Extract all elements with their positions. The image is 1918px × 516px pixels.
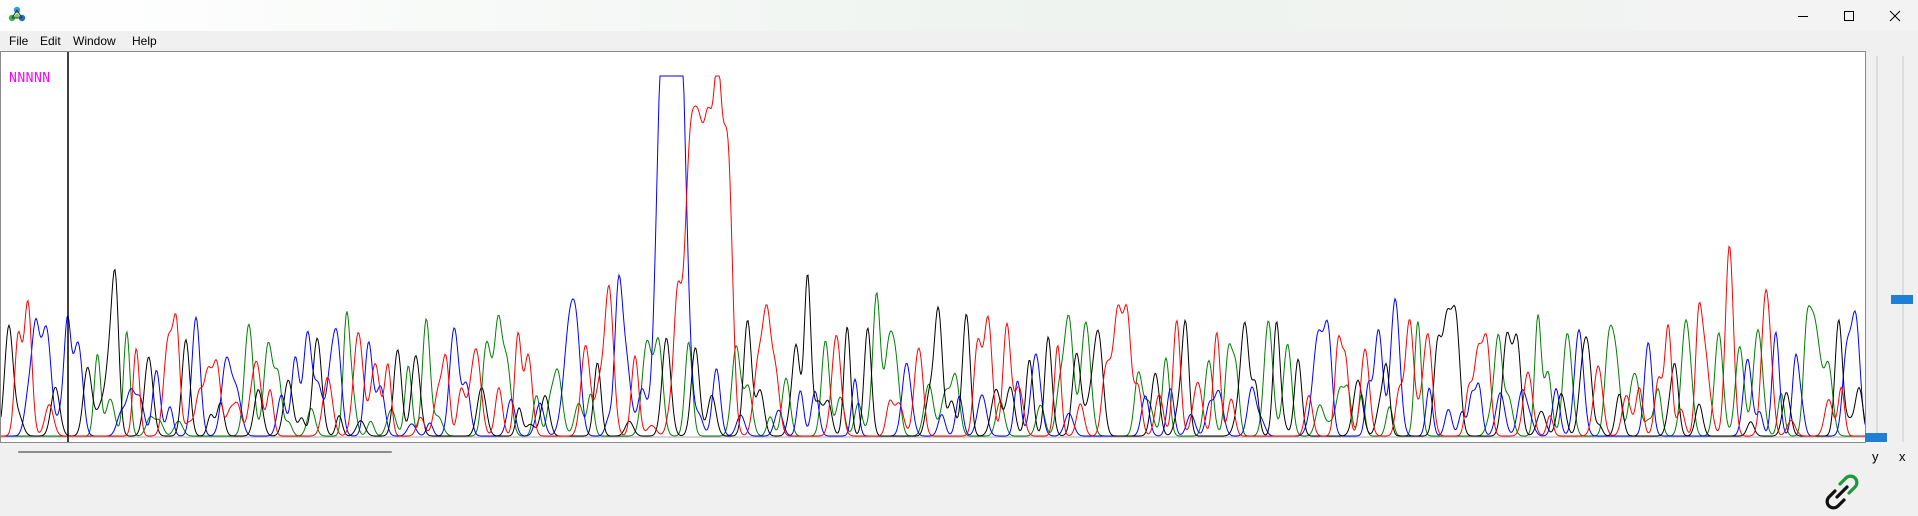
- trace-G: [1, 268, 1865, 437]
- base-calls: NNNNN: [9, 71, 51, 86]
- y-zoom-slider[interactable]: [1865, 56, 1887, 442]
- horizontal-scrollbar[interactable]: [0, 448, 1866, 458]
- y-slider-label: y: [1872, 449, 1879, 464]
- close-icon: [1889, 10, 1901, 21]
- x-zoom-slider[interactable]: [1891, 56, 1913, 442]
- chromatogram-traces: NNNNN: [1, 52, 1865, 442]
- x-zoom-thumb[interactable]: [1891, 294, 1913, 304]
- maximize-icon: [1844, 10, 1854, 21]
- menu-help[interactable]: Help: [132, 34, 157, 48]
- trace-A: [1, 291, 1865, 437]
- menu-bar: File Edit Window Help: [0, 31, 1918, 51]
- menu-edit[interactable]: Edit: [40, 34, 61, 48]
- minimize-button[interactable]: [1780, 0, 1826, 31]
- menu-file[interactable]: File: [9, 34, 29, 48]
- chromatogram-plot[interactable]: NNNNN: [0, 51, 1866, 443]
- menu-window[interactable]: Window: [73, 34, 116, 48]
- x-slider-label: x: [1899, 449, 1906, 464]
- title-bar: [0, 0, 1918, 31]
- maximize-button[interactable]: [1826, 0, 1872, 31]
- trace-T: [1, 75, 1865, 437]
- y-zoom-thumb[interactable]: [1865, 433, 1887, 442]
- dna-molecule-icon: [8, 6, 26, 22]
- link-chain-icon[interactable]: [1820, 470, 1864, 514]
- close-button[interactable]: [1872, 0, 1918, 31]
- trace-C: [1, 75, 1865, 437]
- minimize-icon: [1798, 15, 1808, 17]
- horizontal-scroll-thumb[interactable]: [18, 451, 392, 453]
